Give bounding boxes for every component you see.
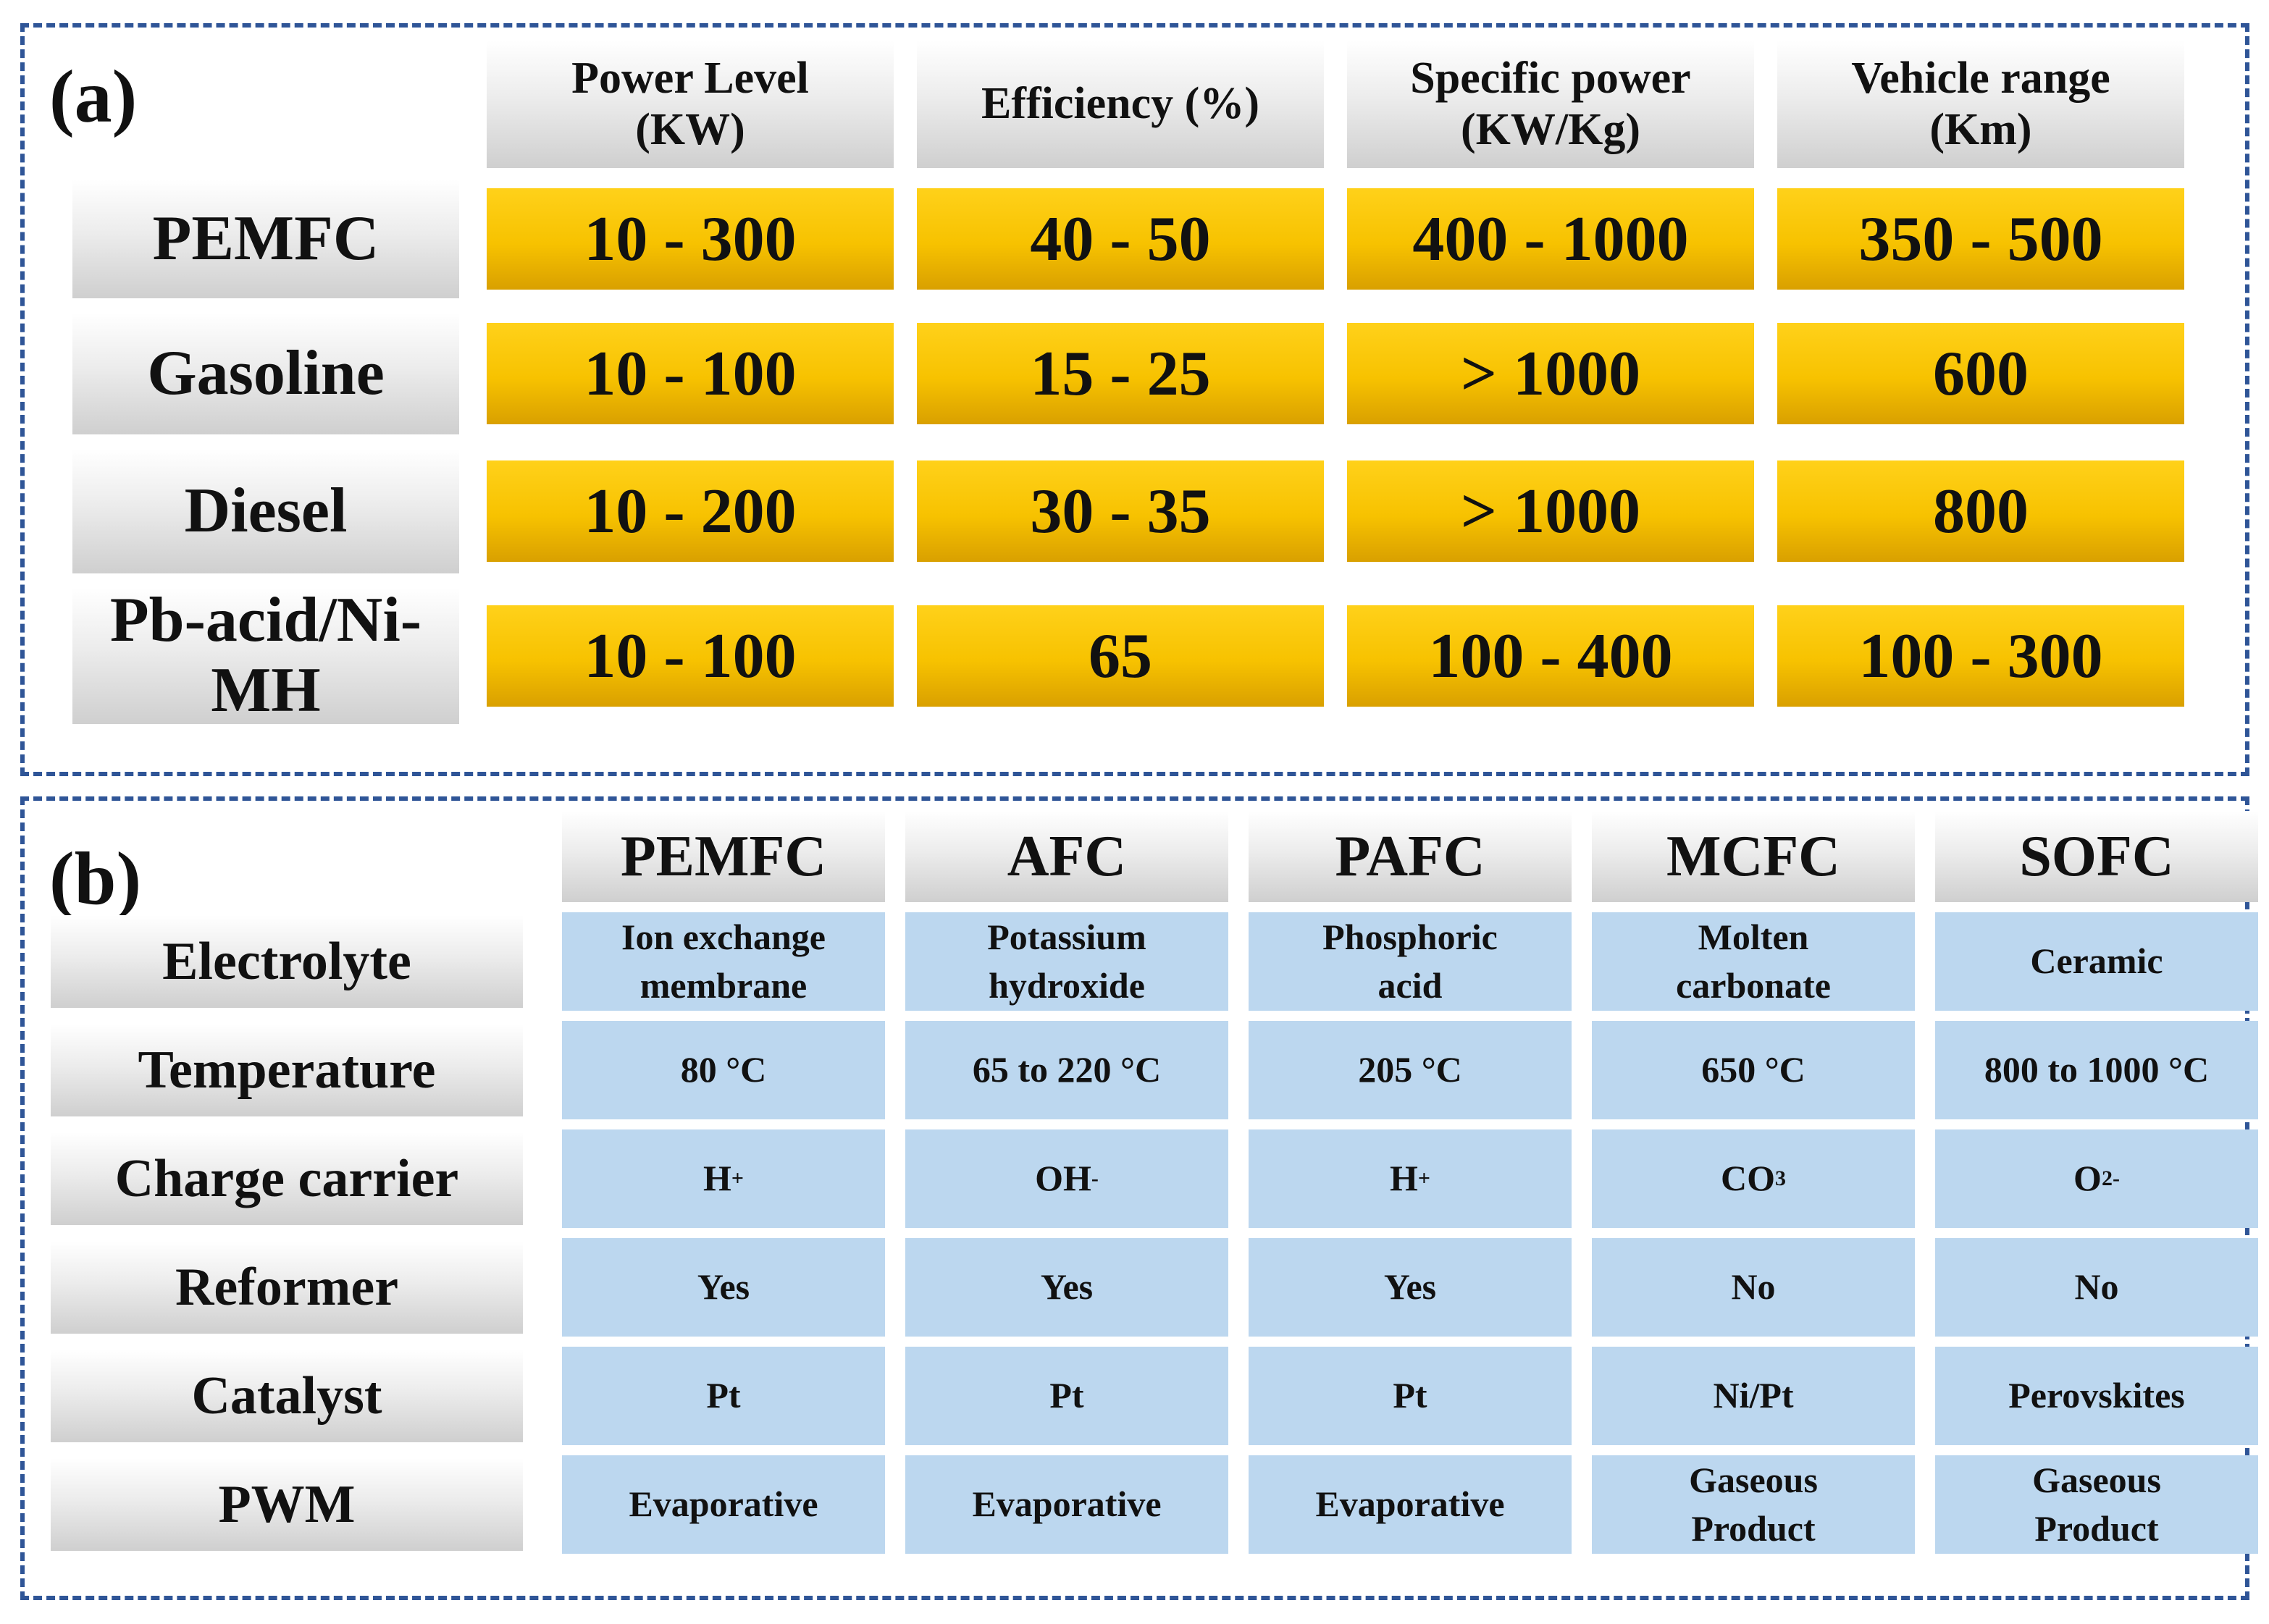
table-a-col-header: Efficiency (%) [917,41,1324,168]
table-b-cell: Phosphoric acid [1249,912,1572,1011]
table-a-cell: 65 [917,605,1324,707]
table-b-row-label: Charge carrier [51,1132,523,1225]
table-b-cell: 80 °C [562,1021,885,1119]
table-a-cell: 600 [1777,323,2184,424]
table-b-cell: No [1592,1238,1915,1337]
panel-a: (a) Power Level (KW) Efficiency (%) Spec… [20,23,2249,776]
table-b-cell: Potassium hydroxide [905,912,1228,1011]
table-a-cell: 100 - 300 [1777,605,2184,707]
table-a-cell: 15 - 25 [917,323,1324,424]
table-b-cell: Ceramic [1935,912,2258,1011]
table-b-cell: No [1935,1238,2258,1337]
table-a-row-label: PEMFC [72,180,459,298]
table-b-cell: 205 °C [1249,1021,1572,1119]
table-a-cell: 100 - 400 [1347,605,1754,707]
table-a-cell: 10 - 100 [487,605,894,707]
table-b-cell: Gaseous Product [1592,1455,1915,1554]
table-b-cell: Pt [1249,1347,1572,1445]
table-b-cell: Yes [905,1238,1228,1337]
panel-b-label: (b) [49,837,142,920]
table-b-row-label: Electrolyte [51,915,523,1008]
table-b: PEMFC AFC PAFC MCFC SOFC Electrolyte Ion… [51,811,2268,1554]
panel-b: (b) PEMFC AFC PAFC MCFC SOFC Electrolyte… [20,796,2258,1600]
panel-a-label: (a) [49,55,138,138]
table-b-cell: Gaseous Product [1935,1455,2258,1554]
table-b-col-header: MCFC [1592,811,1915,902]
table-b-cell: Evaporative [562,1455,885,1554]
table-b-cell: 650 °C [1592,1021,1915,1119]
table-a-cell: 10 - 100 [487,323,894,424]
table-b-row-label: Catalyst [51,1350,523,1442]
table-a-cell: 40 - 50 [917,188,1324,290]
table-b-cell: Ion exchange membrane [562,912,885,1011]
table-b-cell: Pt [562,1347,885,1445]
table-a-cell: > 1000 [1347,460,1754,562]
table-b-cell: Yes [1249,1238,1572,1337]
table-a-cell: > 1000 [1347,323,1754,424]
table-a-cell: 10 - 300 [487,188,894,290]
table-b-row-label: Reformer [51,1241,523,1334]
table-b-cell: 800 to 1000 °C [1935,1021,2258,1119]
table-b-col-header: AFC [905,811,1228,902]
table-a-cell: 10 - 200 [487,460,894,562]
table-a-col-header: Specific power (KW/Kg) [1347,41,1754,168]
table-b-col-header: PAFC [1249,811,1572,902]
table-a-row-label: Gasoline [72,313,459,434]
table-a-cell: 30 - 35 [917,460,1324,562]
table-b-col-header: SOFC [1935,811,2258,902]
table-b-cell: Perovskites [1935,1347,2258,1445]
table-b-cell: Evaporative [905,1455,1228,1554]
table-a: Power Level (KW) Efficiency (%) Specific… [72,41,2196,727]
table-a-row-label: Diesel [72,449,459,573]
table-a-row-label: Pb-acid/Ni- MH [72,585,459,725]
table-b-corner [51,811,552,902]
table-a-cell: 350 - 500 [1777,188,2184,290]
table-b-row-label: PWM [51,1458,523,1551]
table-b-cell: H + [562,1129,885,1228]
table-b-cell: Ni/Pt [1592,1347,1915,1445]
table-b-cell: Pt [905,1347,1228,1445]
table-a-cell: 800 [1777,460,2184,562]
table-a-corner [72,41,475,168]
table-b-cell: OH - [905,1129,1228,1228]
table-b-cell: 65 to 220 °C [905,1021,1228,1119]
table-b-cell: Evaporative [1249,1455,1572,1554]
table-a-col-header: Vehicle range (Km) [1777,41,2184,168]
table-a-col-header: Power Level (KW) [487,41,894,168]
table-b-cell: Yes [562,1238,885,1337]
table-b-col-header: PEMFC [562,811,885,902]
table-b-cell: Molten carbonate [1592,912,1915,1011]
table-b-cell: CO 3 [1592,1129,1915,1228]
table-b-cell: H + [1249,1129,1572,1228]
table-a-cell: 400 - 1000 [1347,188,1754,290]
table-b-row-label: Temperature [51,1024,523,1116]
